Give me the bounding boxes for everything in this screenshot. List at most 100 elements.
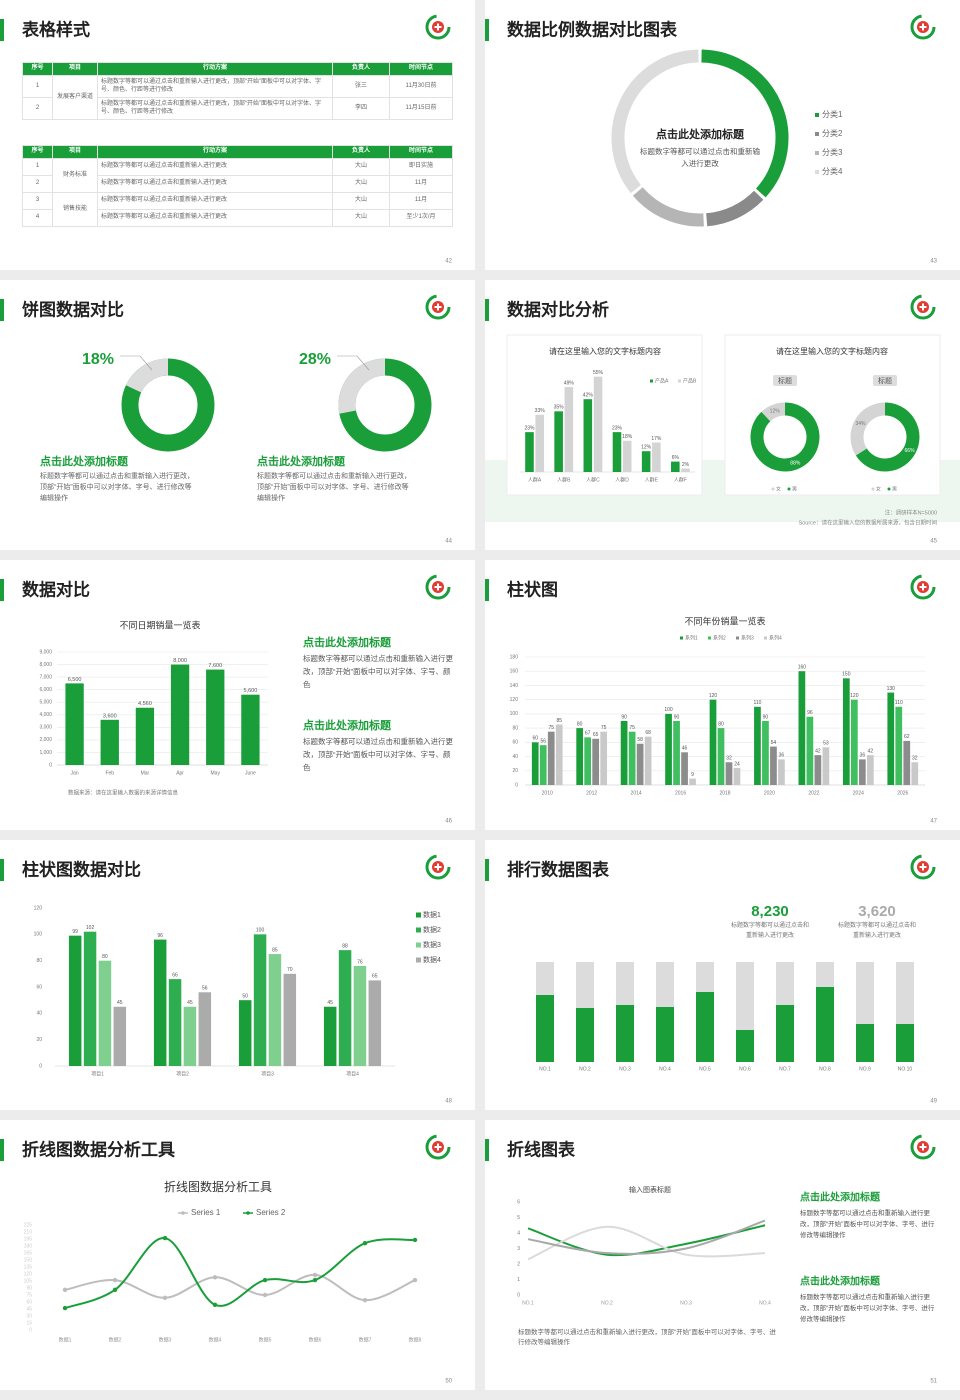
item-heading: 点击此处添加标题 xyxy=(40,454,129,468)
legend-label: 产品A xyxy=(655,377,669,384)
bar xyxy=(153,939,167,1066)
value-label: 96 xyxy=(157,933,163,939)
item-text: 标题数字等都可以通过点击和重新输入进行更改，顶部“开始”面板中可以对字体、字号、… xyxy=(303,737,453,772)
bar xyxy=(887,692,895,785)
bar xyxy=(696,992,714,1062)
stat-value: 3,620 xyxy=(858,903,896,920)
bar xyxy=(814,755,822,785)
x-tick-label: 人群F xyxy=(674,476,687,483)
x-tick-label: NO.10 xyxy=(898,1066,913,1072)
bar xyxy=(183,1006,197,1066)
value-label: 12% xyxy=(641,445,652,451)
logo-ring xyxy=(425,854,451,880)
legend-label: 系列3 xyxy=(741,634,754,641)
bar xyxy=(241,694,260,765)
chart-title: 折线图数据分析工具 xyxy=(164,1179,272,1194)
header-row: 序号 项目 行动方案 负责人 时间节点 xyxy=(22,62,453,76)
x-tick-label: 项目4 xyxy=(346,1071,359,1077)
y-tick-label: 4,000 xyxy=(39,712,52,718)
y-tick-label: 6 xyxy=(517,1199,520,1205)
y-tick-label: 60 xyxy=(512,740,518,746)
y-tick-label: 30 xyxy=(26,1313,32,1319)
table-cell: 李四 xyxy=(332,97,390,120)
table-cell: 大山 xyxy=(332,192,390,210)
line xyxy=(64,1237,416,1310)
value-label: 23% xyxy=(612,425,623,431)
table-cell: 11月 xyxy=(389,175,453,193)
value-label: 102 xyxy=(86,925,95,931)
y-tick-label: 120 xyxy=(510,697,519,703)
value-label: 75 xyxy=(601,725,607,731)
y-tick-label: 1,000 xyxy=(39,750,52,756)
y-tick-label: 120 xyxy=(24,1271,33,1277)
data-table: 序号 项目 行动方案 负责人 时间节点 1 财务标准 标题数字等都可以通过点击和重新输入进行更… xyxy=(22,145,453,227)
bar xyxy=(903,740,911,785)
point xyxy=(412,1237,418,1243)
value-label: 110 xyxy=(753,700,761,706)
table-cell: 2 xyxy=(22,97,53,120)
y-tick-label: 75 xyxy=(26,1292,32,1298)
legend-label: 男 xyxy=(792,486,797,492)
page-number: 44 xyxy=(445,539,452,545)
bar xyxy=(323,1006,337,1066)
x-tick-label: 人群A xyxy=(528,476,542,483)
slide xyxy=(485,0,960,270)
point xyxy=(112,1277,118,1283)
chart-title: 不同日期销量一览表 xyxy=(119,619,200,630)
bar xyxy=(866,755,874,785)
x-tick-label: 数据7 xyxy=(359,1336,372,1343)
value-label: 24 xyxy=(734,761,740,767)
value-label: 42 xyxy=(868,748,874,754)
legend-dot xyxy=(787,487,791,491)
line xyxy=(64,1273,416,1302)
page-number: 45 xyxy=(930,539,937,545)
bar xyxy=(671,461,680,472)
bar xyxy=(616,1005,634,1062)
y-tick-label: 0 xyxy=(39,1063,42,1069)
table-cell: 11月30日前 xyxy=(389,75,453,98)
line xyxy=(527,1219,766,1255)
item-heading: 点击此处添加标题 xyxy=(800,1275,881,1288)
value-label: 160 xyxy=(798,665,807,671)
bar xyxy=(576,728,584,785)
chart-title: 请在这里输入您的文字标题内容 xyxy=(776,346,888,356)
y-tick-label: 9,000 xyxy=(39,649,52,655)
legend-label: 系列4 xyxy=(769,634,782,641)
ring-label: 标题 xyxy=(878,376,892,385)
logo-cross xyxy=(919,1143,927,1151)
bar xyxy=(816,987,834,1062)
slide-title: 折线图数据分析工具 xyxy=(22,1139,175,1159)
x-tick-label: NO.7 xyxy=(779,1066,791,1072)
point xyxy=(412,1277,418,1283)
x-tick-label: 2020 xyxy=(764,790,775,796)
y-tick-label: 165 xyxy=(24,1250,33,1256)
bar xyxy=(709,699,717,785)
label-pill xyxy=(773,375,797,386)
bar xyxy=(576,1008,594,1062)
bar xyxy=(168,979,182,1066)
stat-value: 8,230 xyxy=(751,903,789,920)
bar xyxy=(842,678,850,785)
y-tick-label: 225 xyxy=(24,1222,33,1228)
value-label: 53 xyxy=(823,741,829,747)
y-tick-label: 100 xyxy=(34,932,43,938)
y-tick-label: 8,000 xyxy=(39,662,52,668)
value-label: 67 xyxy=(585,731,591,737)
table-row: 1 发展客户渠道 标题数字等都可以通过点击和重新输入进行更改，顶部“开始”面板中可以… xyxy=(22,75,453,120)
legend-swatch xyxy=(815,151,819,155)
header-cell: 行动方案 xyxy=(97,62,333,76)
item-text: 标题数字等都可以通过点击和重新输入进行更改，顶部“开始”面板中可以对字体、字号、… xyxy=(257,473,411,503)
x-tick-label: NO.1 xyxy=(539,1066,551,1072)
bar xyxy=(776,1005,794,1062)
value-label: 130 xyxy=(887,686,896,692)
value-label: 80 xyxy=(102,954,108,960)
bar xyxy=(206,669,225,765)
value-label: 76 xyxy=(357,959,363,965)
page-number: 42 xyxy=(445,259,452,265)
legend-label: 分类2 xyxy=(822,128,843,138)
bar xyxy=(673,721,680,785)
header-cell: 负责人 xyxy=(332,145,390,159)
slide-title: 折线图表 xyxy=(507,1139,576,1159)
value-label: 2% xyxy=(682,462,690,468)
